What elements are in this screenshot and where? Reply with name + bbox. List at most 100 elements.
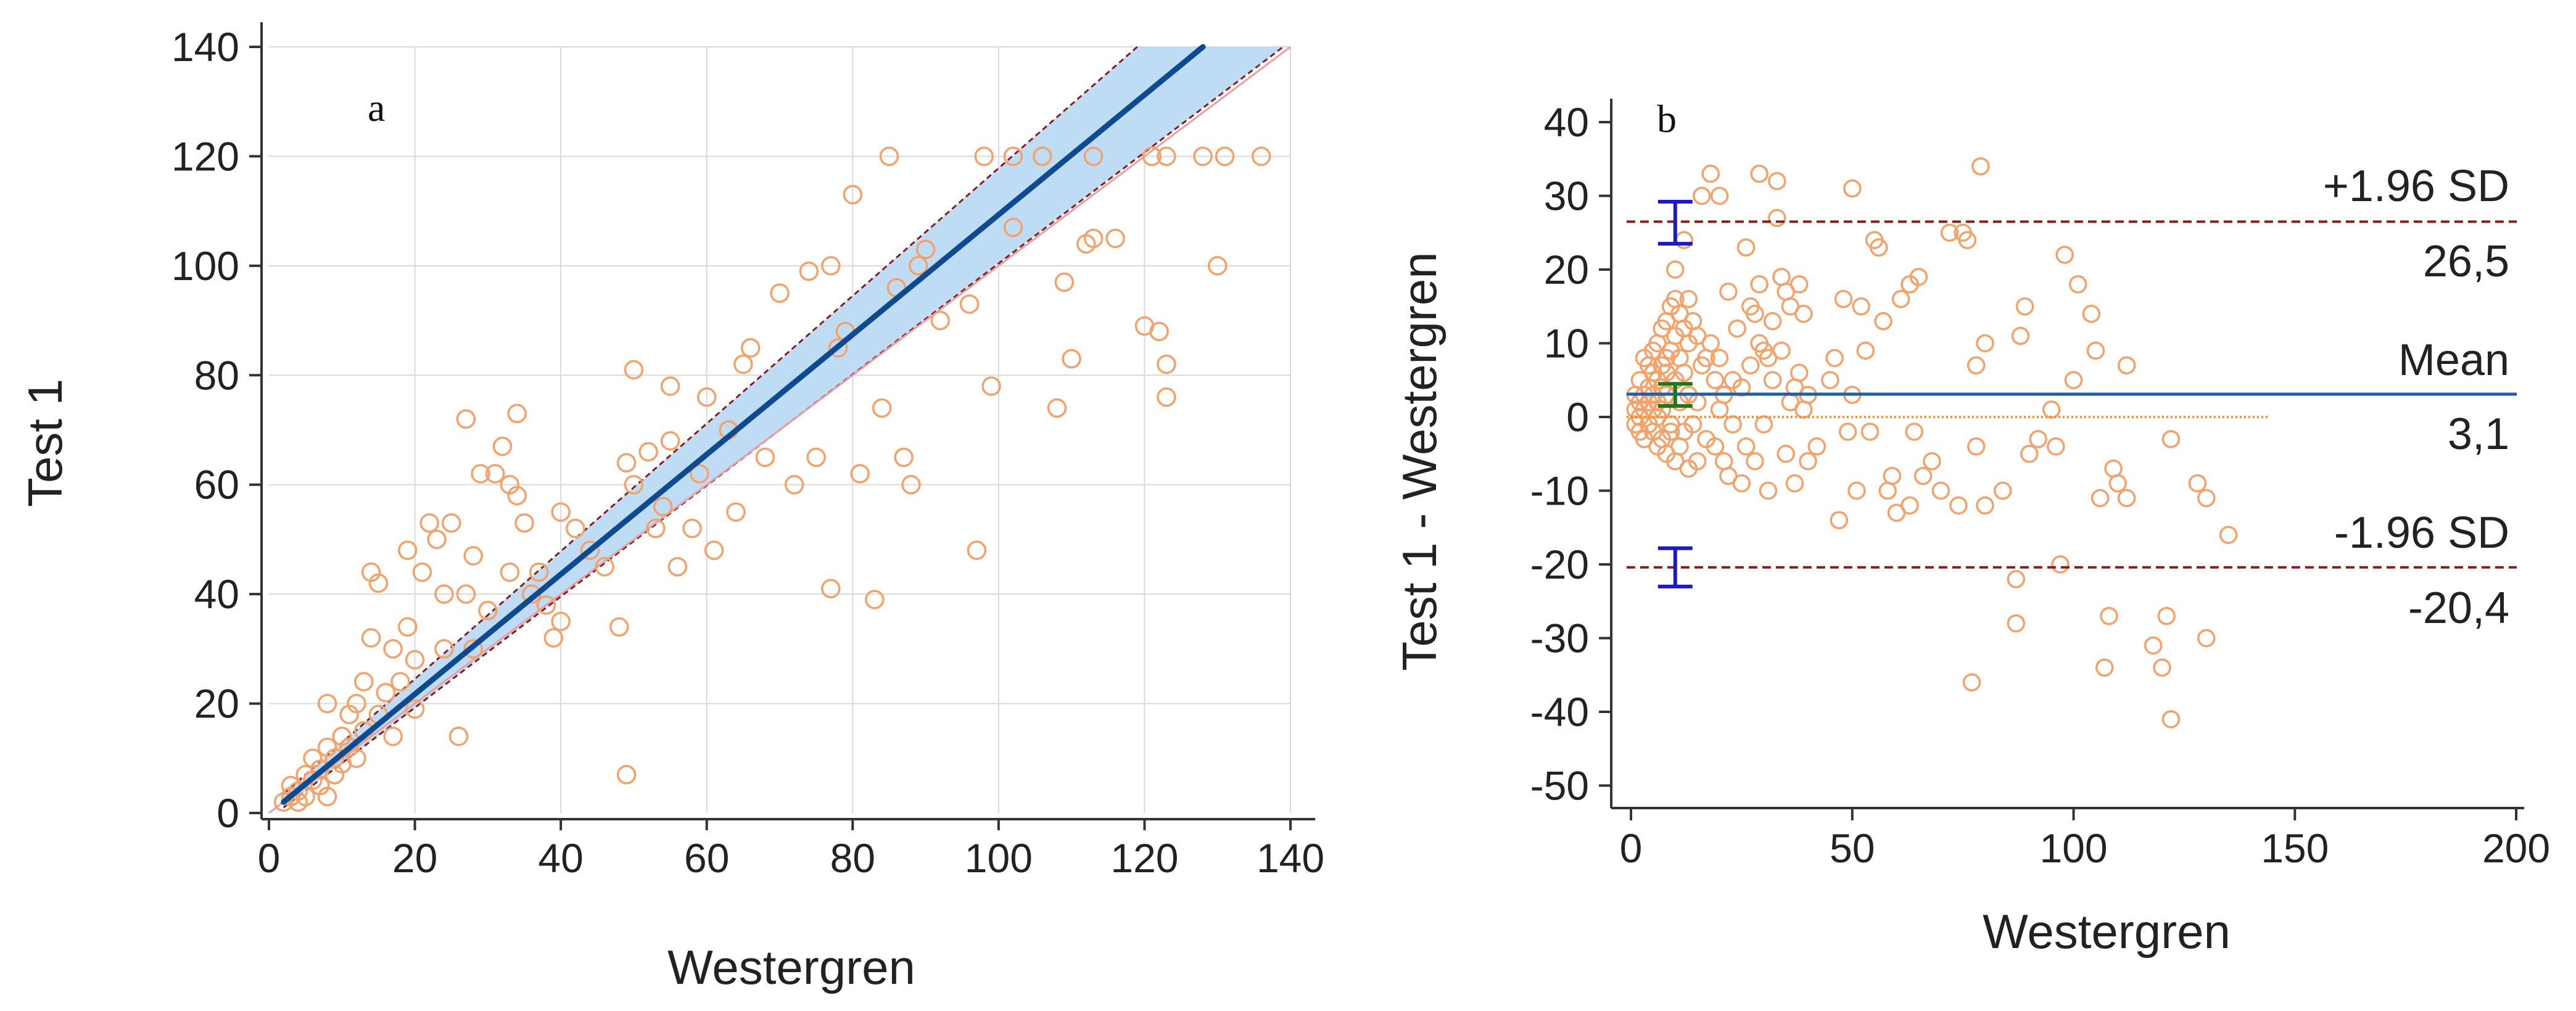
data-point — [1830, 511, 1848, 530]
data-point — [2091, 489, 2110, 508]
regression-line — [281, 44, 1206, 805]
data-point — [799, 261, 819, 281]
data-point — [1207, 256, 1228, 276]
data-point — [1750, 164, 1769, 183]
data-point — [2047, 437, 2065, 456]
data-point — [507, 485, 527, 506]
data-point — [485, 464, 505, 484]
data-point — [1719, 283, 1738, 301]
data-point — [2055, 246, 2074, 264]
data-point — [471, 464, 490, 484]
data-point — [1772, 268, 1791, 286]
ci-error-bar — [1657, 200, 1693, 246]
data-point — [981, 376, 1001, 396]
data-point — [1746, 304, 1764, 323]
panel-b-y-tick-label: -30 — [1530, 616, 1589, 661]
panel-a-y-tick-label: 100 — [171, 243, 239, 289]
data-point — [2153, 658, 2171, 677]
panel-a-x-tick-label: 80 — [830, 835, 875, 881]
data-point — [1157, 387, 1176, 407]
data-point — [1777, 445, 1795, 463]
data-point — [2042, 400, 2061, 419]
data-point — [1807, 437, 1827, 456]
mean-label: Mean — [2398, 336, 2509, 385]
data-point — [1157, 146, 1176, 167]
panel-a-x-tick-label: 20 — [392, 835, 437, 881]
data-point — [595, 557, 614, 577]
data-point — [1838, 423, 1857, 441]
data-point — [690, 464, 709, 484]
data-point — [1772, 341, 1791, 360]
data-point — [1675, 363, 1693, 382]
data-point — [2007, 570, 2025, 588]
data-point — [2082, 304, 2100, 323]
data-point — [427, 529, 447, 550]
data-point — [1701, 164, 1720, 183]
panel-a-x-tick-label: 140 — [1257, 835, 1324, 881]
identity-line — [268, 46, 1291, 814]
data-point — [1741, 356, 1760, 375]
data-point — [551, 502, 571, 522]
data-point — [974, 146, 994, 167]
panel-a-y-tick-label: 20 — [194, 681, 239, 727]
data-point — [376, 683, 396, 703]
panel-a-y-tick-label: 60 — [194, 462, 239, 508]
panel-a-y-tick-label: 140 — [171, 24, 239, 70]
data-point — [1679, 290, 1698, 308]
panel-b-y-tick-label: -20 — [1530, 542, 1589, 587]
data-point — [2161, 430, 2181, 448]
data-point — [726, 502, 746, 522]
data-point — [2117, 489, 2136, 508]
data-point — [784, 474, 804, 495]
data-point — [1193, 146, 1213, 167]
data-point — [1891, 290, 1910, 308]
data-point — [1706, 437, 1725, 456]
data-point — [580, 540, 600, 560]
data-point — [1105, 228, 1125, 249]
data-point — [1736, 238, 1756, 257]
data-point — [1905, 423, 1923, 441]
data-point — [1763, 371, 1782, 389]
data-point — [1971, 157, 1990, 176]
data-point — [1724, 415, 1742, 434]
panel-b-y-tick-label: -40 — [1530, 689, 1589, 735]
data-point — [1860, 423, 1880, 441]
data-point — [1666, 260, 1685, 279]
data-point — [843, 184, 863, 205]
data-point — [624, 474, 644, 495]
panel-b-points — [1626, 157, 2238, 728]
data-point — [1003, 218, 1023, 237]
data-point — [1785, 474, 1804, 493]
data-point — [1976, 496, 1994, 515]
data-point — [1870, 238, 1888, 257]
scatter-plot-panel-a: 0 20 40 60 80 100 120 140 0 20 40 60 80 100 120 140 a W… — [18, 22, 1324, 994]
data-point — [1736, 437, 1756, 456]
panel-a-x-axis-title: Westergren — [667, 940, 915, 994]
data-point — [1923, 452, 1941, 471]
data-point — [1688, 452, 1707, 471]
panel-b-x-tick-label: 100 — [2039, 825, 2107, 871]
data-point — [1878, 481, 1897, 500]
data-point — [624, 360, 644, 380]
data-point — [2100, 606, 2118, 625]
data-point — [1710, 186, 1729, 205]
data-point — [1054, 272, 1075, 292]
data-point — [1962, 673, 1981, 691]
data-point — [2104, 459, 2123, 478]
data-point — [1790, 363, 1809, 382]
data-point — [1958, 231, 1977, 249]
data-point — [2011, 326, 2030, 345]
data-point — [1142, 146, 1162, 167]
panel-a-y-tick-label: 80 — [194, 352, 239, 398]
panel-b-x-tick-label: 50 — [1830, 825, 1875, 871]
data-point — [419, 513, 439, 533]
data-point — [295, 786, 315, 807]
data-point — [456, 584, 476, 604]
data-point — [448, 727, 469, 746]
data-point — [879, 146, 899, 167]
data-point — [1083, 146, 1104, 167]
data-point — [1675, 231, 1693, 249]
data-point — [463, 639, 483, 659]
data-point — [1967, 356, 1986, 375]
